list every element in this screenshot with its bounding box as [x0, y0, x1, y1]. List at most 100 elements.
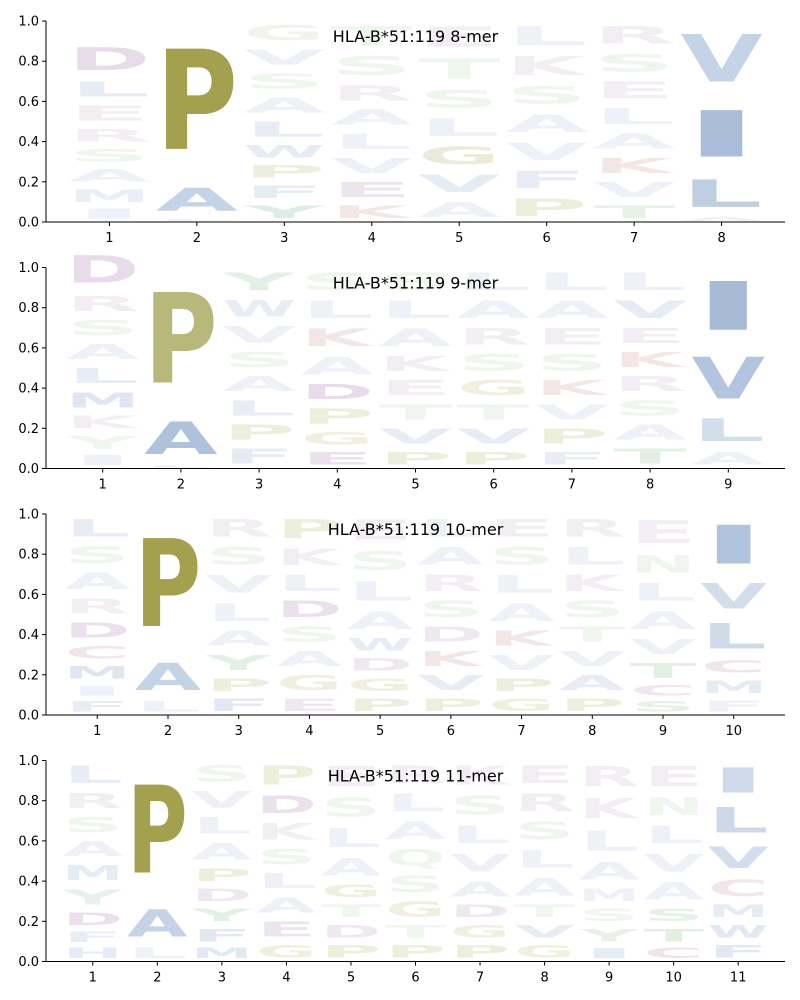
logo-letter: L — [379, 296, 452, 324]
logo-letter: R — [331, 82, 413, 106]
logo-letter: K — [331, 202, 413, 222]
logo-letter: N — [643, 793, 704, 821]
logo-letter: P — [276, 514, 342, 544]
x-tick-label: 10 — [665, 971, 682, 986]
logo-letter: K — [506, 51, 588, 81]
logo-letter: S — [613, 397, 686, 421]
logo-letter: L — [692, 412, 765, 448]
logo-letter: K — [488, 627, 555, 651]
logo-letter: D — [450, 901, 511, 921]
logo-letter: F — [535, 449, 609, 469]
logo-letter: W — [243, 142, 325, 162]
logo-letter: K — [276, 544, 343, 570]
logo-letter: G — [450, 921, 511, 941]
logo-letter: Y — [62, 885, 124, 909]
logo-letter: P — [379, 448, 453, 468]
logo-letter: R — [418, 570, 484, 596]
logo-letter: L — [68, 77, 150, 101]
logo-letter: A — [331, 106, 413, 130]
logo-letter: S — [418, 86, 500, 114]
logo-letter: V — [379, 425, 452, 449]
logo-letter: D — [256, 791, 317, 819]
logo-letter: Q — [385, 845, 446, 871]
logo-letter: A — [535, 296, 609, 324]
logo-letter: P — [535, 425, 608, 449]
logo-letter: P — [243, 162, 325, 182]
logo-letter: T — [630, 659, 696, 683]
logo-letter: V — [457, 425, 530, 449]
logo-letter: L — [700, 617, 766, 657]
logo-letter: I — [680, 98, 762, 172]
logo-letter: W — [222, 296, 295, 322]
logo-letter: E — [418, 21, 500, 53]
logo-letter: V — [593, 178, 675, 202]
logo-letter: A — [156, 182, 239, 218]
logo-letter: M — [68, 186, 150, 206]
logo-letter: A — [643, 877, 704, 905]
logo-letter: W — [347, 635, 413, 655]
logo-letter: V — [630, 635, 697, 659]
logo-letter: A — [276, 647, 343, 671]
logo-letter: S — [256, 845, 317, 869]
x-tick-label: 3 — [280, 231, 288, 246]
logo-letter: E — [514, 761, 575, 789]
logo-letter: L — [643, 821, 704, 849]
logo-letter: V — [506, 138, 589, 166]
logo-letter: P — [450, 942, 511, 962]
logo-letter: V — [613, 296, 687, 324]
logo-letter: E — [347, 514, 413, 546]
logo-letter: T — [457, 400, 531, 424]
logo-letter: M — [579, 885, 640, 905]
panel-title: HLA-B*51:119 10-mer — [328, 520, 504, 539]
logo-letter: Y — [205, 651, 272, 675]
logo-letter: D — [64, 619, 130, 643]
logo-letter: K — [301, 324, 375, 352]
x-tick-label: 1 — [105, 231, 113, 246]
logo-letter: A — [301, 352, 375, 380]
x-tick-label: 6 — [411, 971, 419, 986]
logo-letter: L — [506, 21, 588, 51]
x-tick-label: 1 — [93, 724, 101, 739]
logo-letter: T — [418, 53, 501, 85]
logo-letter: V — [514, 922, 575, 942]
logo-letter: E — [643, 761, 704, 793]
logo-letter: C — [700, 657, 766, 677]
logo-letter: S — [506, 82, 588, 110]
logo-letter: S — [385, 871, 446, 897]
logo-panel-4: HFDYMASRLLAPMFYDPALVSGEALSKDPPDTGALSEPTG… — [18, 754, 785, 986]
logo-letter: L — [450, 821, 511, 849]
logo-letter: S — [579, 906, 640, 926]
logo-panel-3: FIMCDRASLLAPFPYALVSREGASDLKPPGDWALSEPVKD… — [18, 508, 785, 739]
logo-letter: L — [62, 761, 123, 789]
logo-letter: P — [192, 865, 253, 885]
logo-letter: L — [321, 823, 382, 853]
logo-letter: A — [135, 655, 202, 699]
logo-letter: A — [379, 324, 453, 352]
logo-letter: L — [222, 396, 295, 420]
logo-letter: A — [127, 901, 188, 945]
logo-letter: P — [321, 942, 382, 962]
x-tick-label: 10 — [725, 724, 742, 739]
logo-letter: R — [613, 372, 686, 396]
logo-letter: L — [192, 813, 253, 839]
logo-letter: V — [243, 45, 325, 69]
x-tick-label: 6 — [490, 478, 498, 493]
logo-letter: A — [192, 839, 253, 865]
logo-letter: E — [68, 102, 150, 126]
logo-letter: R — [559, 514, 625, 542]
logo-letter: L — [708, 801, 769, 841]
logo-letter: G — [301, 429, 375, 449]
logo-letter: I — [700, 515, 766, 577]
logo-letter: K — [579, 793, 640, 825]
logo-letter: F — [62, 929, 123, 945]
logo-letter: L — [347, 576, 413, 606]
x-tick-label: 2 — [193, 231, 201, 246]
logo-letter: E — [331, 178, 413, 202]
logo-letter: K — [559, 571, 626, 597]
logo-letter: S — [301, 268, 374, 296]
